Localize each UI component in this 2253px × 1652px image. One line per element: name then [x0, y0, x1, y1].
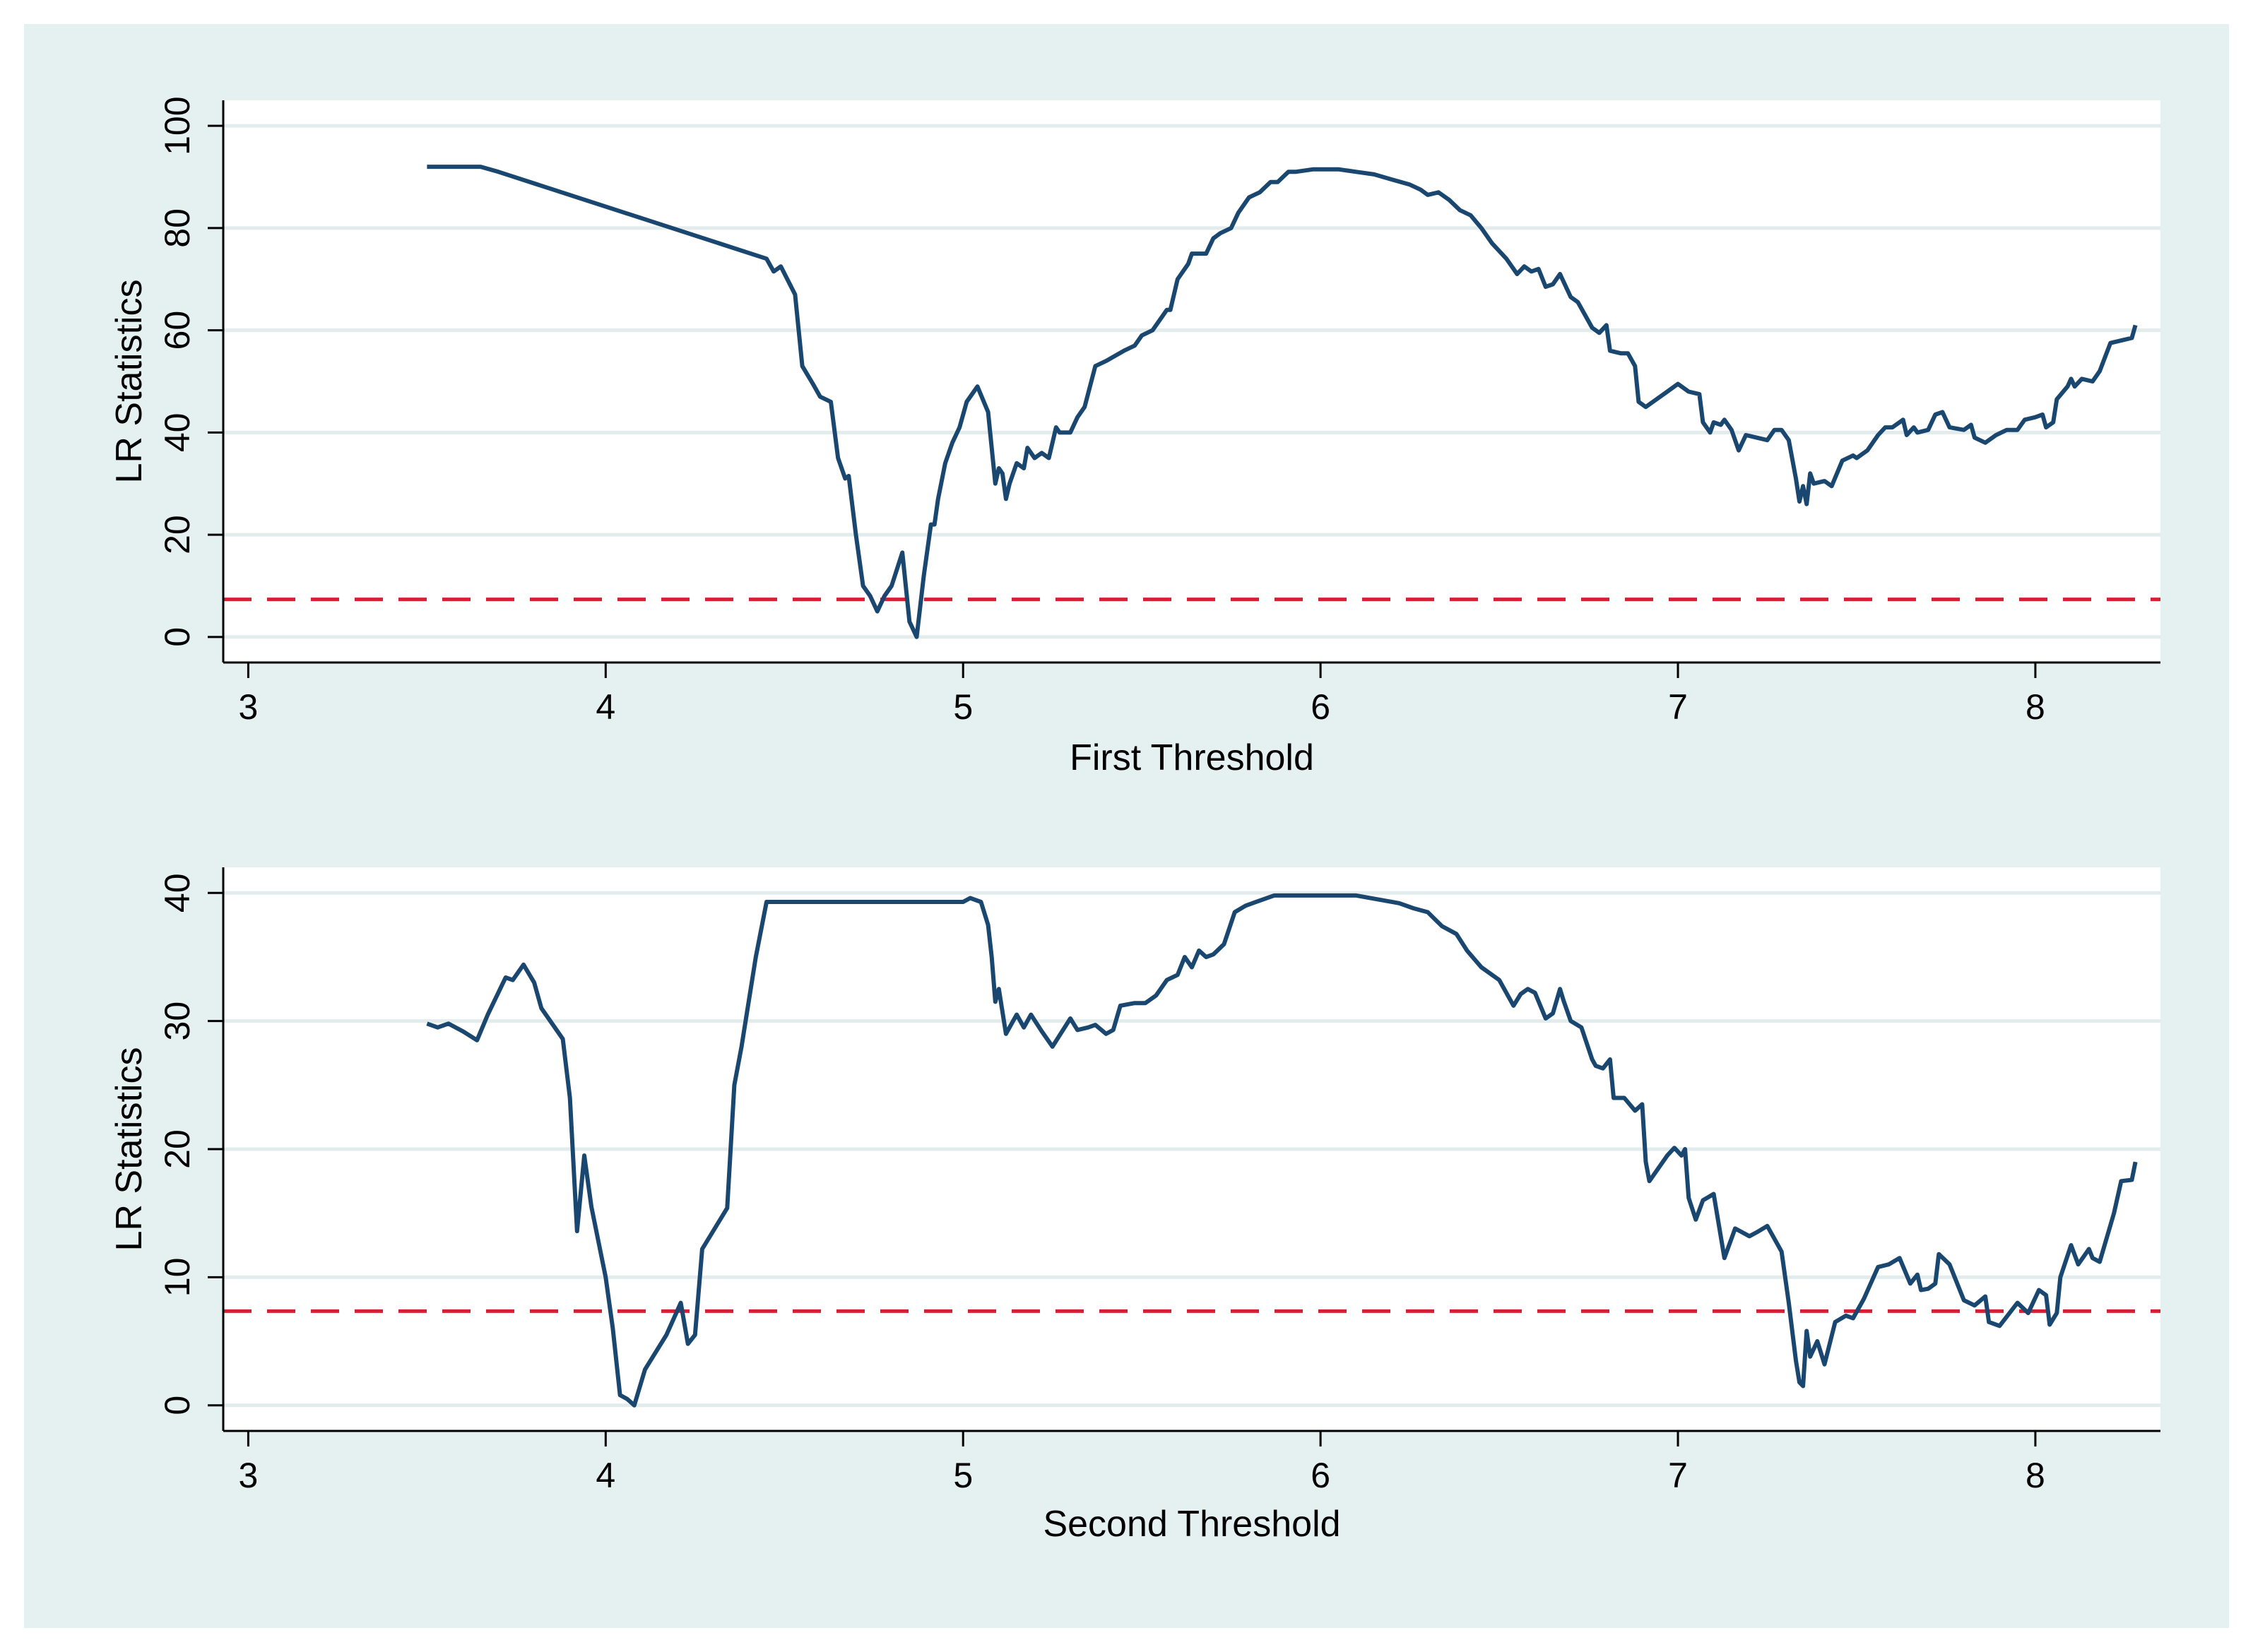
y-ticks: 0 10 20 30 40 [158, 873, 223, 1415]
y-tick-label: 60 [158, 311, 197, 350]
x-tick-label: 7 [1668, 687, 1688, 727]
x-tick-label: 8 [2026, 687, 2045, 727]
x-tick-label: 4 [596, 687, 615, 727]
lr-statistics-line [426, 893, 2138, 1408]
x-tick-label: 5 [953, 1456, 973, 1495]
y-tick-label: 100 [158, 96, 197, 155]
y-tick-label: 10 [158, 1258, 197, 1297]
y-tick-label: 20 [158, 515, 197, 554]
x-tick-label: 5 [953, 687, 973, 727]
y-tick-label: 20 [158, 1129, 197, 1169]
lr-statistics-line [427, 165, 2138, 639]
y-ticks: 0 20 40 60 80 100 [158, 96, 223, 647]
x-tick-label: 8 [2026, 1456, 2045, 1495]
y-tick-label: 30 [158, 1002, 197, 1041]
gridlines [223, 124, 2160, 639]
x-axis-title: First Threshold [1070, 737, 1314, 778]
panel-first-threshold: 0 20 40 60 80 100 3 4 5 6 7 8 LR Statistics First … [109, 96, 2160, 778]
plot-area [223, 100, 2160, 662]
x-tick-label: 3 [239, 1456, 259, 1495]
y-tick-label: 40 [158, 413, 197, 453]
x-tick-label: 6 [1311, 1456, 1330, 1495]
x-ticks: 3 4 5 6 7 8 [239, 662, 2045, 727]
x-tick-label: 4 [596, 1456, 615, 1495]
y-axis-title: LR Statistics [109, 280, 150, 484]
y-tick-label: 0 [158, 627, 197, 647]
x-tick-label: 7 [1668, 1456, 1688, 1495]
x-tick-label: 3 [239, 687, 259, 727]
x-ticks: 3 4 5 6 7 8 [239, 1431, 2045, 1495]
x-tick-label: 6 [1311, 687, 1330, 727]
y-axis-title: LR Statistics [109, 1047, 150, 1252]
y-tick-label: 80 [158, 208, 197, 248]
x-axis-title: Second Threshold [1043, 1504, 1340, 1545]
y-tick-label: 0 [158, 1396, 197, 1415]
gridlines [223, 891, 2160, 1408]
panel-second-threshold: 0 10 20 30 40 3 4 5 6 7 8 LR Statistics Second Th… [109, 867, 2160, 1545]
y-tick-label: 40 [158, 873, 197, 913]
